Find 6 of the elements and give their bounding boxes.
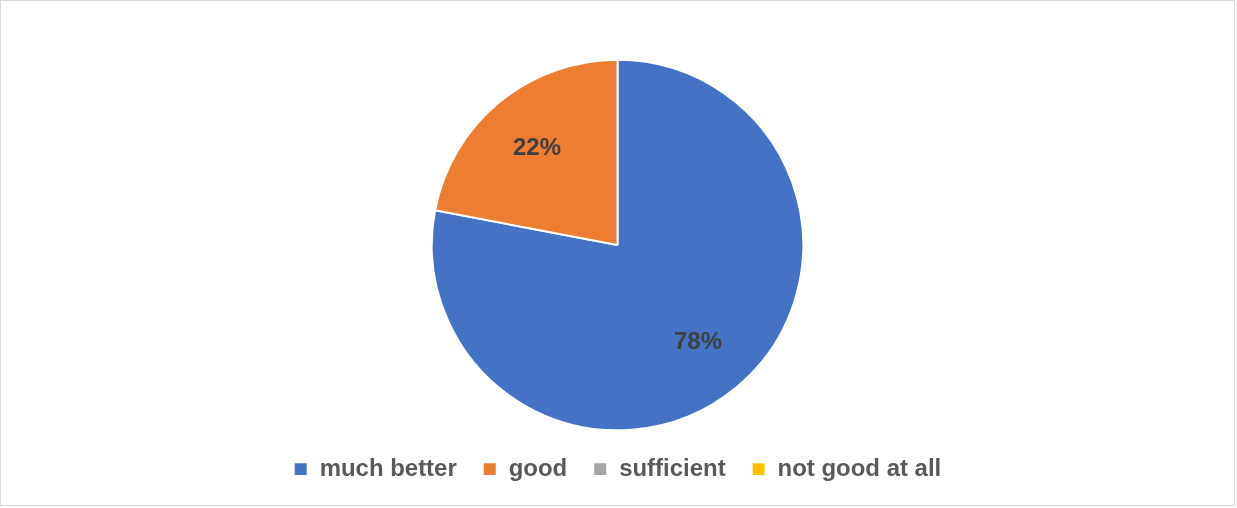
data-label: 22% <box>513 132 561 160</box>
data-label: 78% <box>674 326 722 354</box>
legend-label: not good at all <box>777 453 942 481</box>
legend-label: sufficient <box>619 453 726 481</box>
legend-label: much better <box>319 453 457 481</box>
legend-label: good <box>508 453 568 481</box>
